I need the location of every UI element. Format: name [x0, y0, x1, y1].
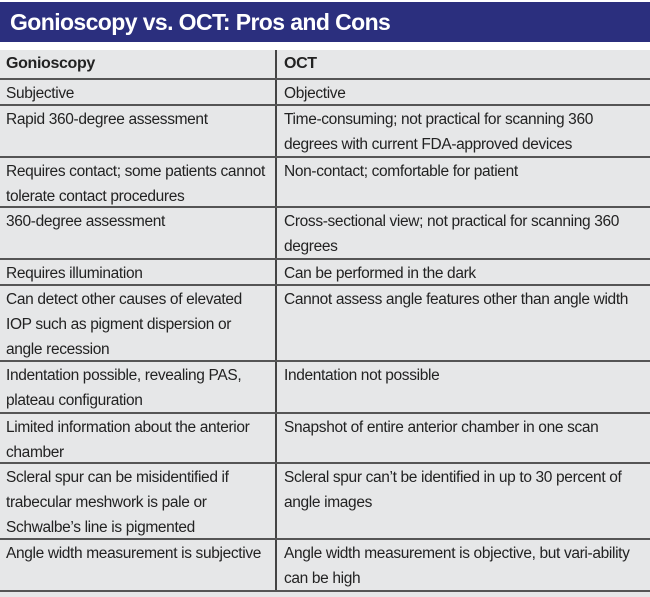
header-oct: OCT	[284, 55, 317, 72]
oct-cell: Objective	[284, 85, 346, 102]
gonioscopy-cell: Scleral spur can be misidentified if tra…	[0, 464, 277, 538]
oct-cell: Angle width measurement is objective, bu…	[284, 545, 630, 587]
gonioscopy-cell: Angle width measurement is subjective	[0, 540, 277, 590]
oct-cell: Non-contact; comfortable for patient	[284, 163, 518, 180]
table-row: Can detect other causes of elevated IOP …	[0, 286, 650, 362]
table-row: Indentation possible, revealing PAS, pla…	[0, 362, 650, 414]
table-row: Requires illumination Can be performed in…	[0, 260, 650, 286]
table-row: Subjective Objective	[0, 80, 650, 106]
oct-cell: Cross-sectional view; not practical for …	[284, 213, 620, 255]
table-row: Requires contact; some patients cannot t…	[0, 158, 650, 208]
table-row: 360-degree assessment Cross-sectional vie…	[0, 208, 650, 260]
oct-cell: Time-consuming; not practical for scanni…	[284, 111, 593, 153]
gonioscopy-cell: Limited information about the anterior c…	[0, 414, 277, 462]
table-title: Gonioscopy vs. OCT: Pros and Cons	[0, 2, 650, 42]
oct-cell: Can be performed in the dark	[284, 265, 476, 282]
gonioscopy-cell: Subjective	[0, 80, 277, 104]
table-row: Scleral spur can be misidentified if tra…	[0, 464, 650, 540]
table-row: Angle width measurement is subjective Ang…	[0, 540, 650, 592]
gonioscopy-cell: Rapid 360-degree assessment	[0, 106, 277, 156]
table-row: Rapid 360-degree assessment Time-consumin…	[0, 106, 650, 158]
table-row: Limited information about the anterior c…	[0, 414, 650, 464]
gonioscopy-cell: Requires contact; some patients cannot t…	[0, 158, 277, 206]
oct-cell: Cannot assess angle features other than …	[284, 291, 629, 308]
gonioscopy-cell: Requires illumination	[0, 260, 277, 284]
header-row: Gonioscopy OCT	[0, 50, 650, 80]
gonioscopy-cell: 360-degree assessment	[0, 208, 277, 258]
gonioscopy-cell: Can detect other causes of elevated IOP …	[0, 286, 277, 360]
oct-cell: Scleral spur can’t be identified in up t…	[284, 469, 622, 511]
gonioscopy-cell: Indentation possible, revealing PAS, pla…	[0, 362, 277, 412]
oct-cell: Snapshot of entire anterior chamber in o…	[284, 419, 599, 436]
oct-cell: Indentation not possible	[284, 367, 440, 384]
header-gonioscopy: Gonioscopy	[0, 50, 277, 78]
comparison-table: Gonioscopy OCT Subjective Objective Rapid …	[0, 50, 650, 597]
